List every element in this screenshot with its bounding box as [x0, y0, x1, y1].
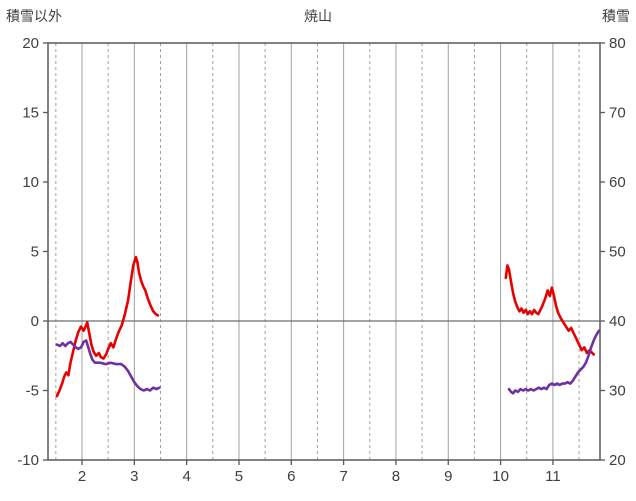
- right-axis-tick-label: 80: [609, 35, 626, 52]
- right-axis-tick-label: 30: [609, 383, 626, 400]
- red-line: [504, 264, 596, 356]
- left-axis-tick-label: -5: [26, 383, 39, 400]
- x-axis-tick-label: 11: [545, 468, 561, 485]
- x-axis-tick-label: 4: [182, 468, 190, 485]
- right-axis-tick-label: 60: [609, 174, 626, 191]
- x-axis-tick-label: 10: [492, 468, 509, 485]
- left-axis-tick-label: -10: [17, 452, 39, 469]
- x-axis-tick-label: 2: [78, 468, 86, 485]
- x-axis-tick-label: 9: [444, 468, 452, 485]
- left-axis-tick-label: 20: [22, 35, 39, 52]
- x-axis-tick-label: 3: [130, 468, 138, 485]
- left-axis-tick-label: 10: [22, 174, 39, 191]
- right-axis-tick-label: 70: [609, 105, 626, 122]
- x-axis-tick-label: 6: [287, 468, 295, 485]
- x-axis-tick-label: 8: [392, 468, 400, 485]
- left-axis-tick-label: 5: [31, 244, 39, 261]
- right-axis-tick-label: 20: [609, 452, 626, 469]
- right-axis-tick-label: 40: [609, 313, 626, 330]
- left-axis-title: 積雪以外: [6, 8, 62, 24]
- x-axis-tick-label: 5: [235, 468, 243, 485]
- plot-border: [47, 42, 601, 461]
- left-axis-tick-label: 0: [31, 313, 39, 330]
- purple-line: [507, 329, 601, 395]
- chart-title: 焼山: [304, 8, 332, 24]
- right-axis-tick-label: 50: [609, 244, 626, 261]
- purple-line: [55, 339, 161, 392]
- left-axis-tick-label: 15: [22, 105, 39, 122]
- x-axis-tick-label: 7: [339, 468, 347, 485]
- right-axis-title: 積雪: [602, 8, 630, 24]
- red-line: [55, 255, 160, 398]
